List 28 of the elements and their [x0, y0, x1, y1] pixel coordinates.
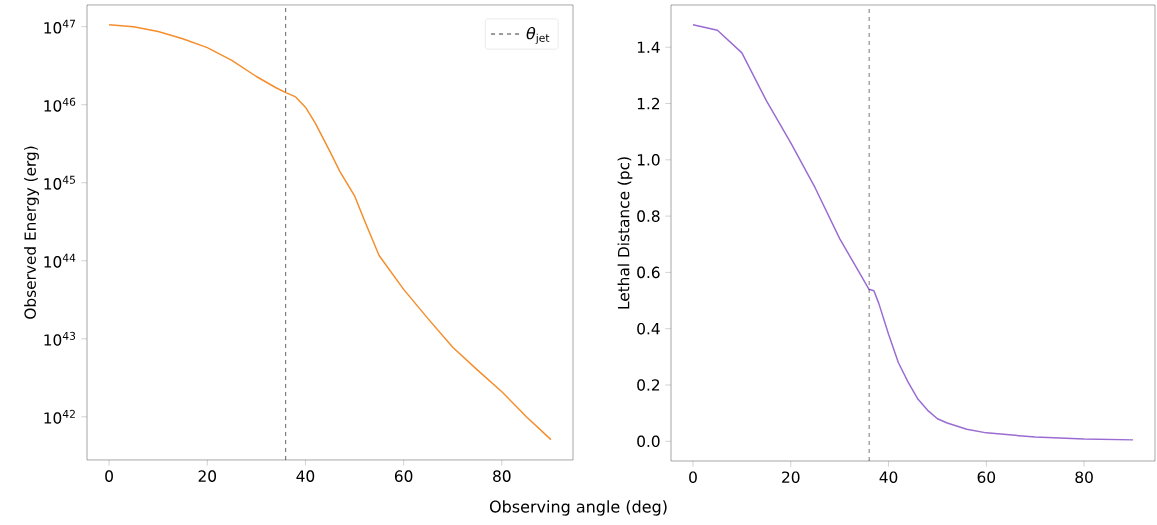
x-tick-label: 20 [782, 471, 800, 483]
y-axis-title: Lethal Distance (pc) [617, 157, 633, 309]
y-tick-label: 10$^{46}$ [44, 97, 76, 112]
y-tick-label: 0.0 [637, 435, 660, 448]
x-tick-label: 60 [394, 470, 413, 482]
y-tick-label: 1.4 [637, 41, 660, 53]
x-tick-label: 0 [689, 471, 697, 483]
ref-line-label: θ$_{jet}$ [526, 26, 550, 44]
y-tick-label: 10$^{45}$ [44, 175, 75, 190]
x-tick-label: 80 [493, 470, 511, 482]
y-tick-label: 0.6 [637, 266, 660, 279]
y-tick-label: 0.2 [637, 379, 660, 391]
x-axis-title: Observing angle (deg) [489, 500, 667, 516]
x-tick-label: 60 [977, 471, 996, 483]
y-tick-label: 0.4 [637, 322, 660, 335]
y-tick-label: 10$^{44}$ [44, 253, 76, 268]
y-tick-label: 10$^{42}$ [44, 409, 75, 424]
x-tick-label: 0 [105, 470, 113, 482]
x-tick-label: 40 [296, 470, 315, 482]
y-tick-label: 0.8 [637, 210, 660, 222]
y-axis-title: Observed Energy (erg) [24, 146, 39, 319]
y-tick-label: 10$^{47}$ [44, 19, 76, 34]
x-tick-label: 40 [879, 471, 898, 483]
y-tick-label: 1.2 [637, 97, 660, 110]
y-tick-label: 1.0 [637, 154, 660, 166]
y-tick-label: 10$^{43}$ [44, 331, 76, 346]
x-tick-label: 20 [198, 470, 217, 482]
x-tick-label: 80 [1075, 471, 1093, 483]
